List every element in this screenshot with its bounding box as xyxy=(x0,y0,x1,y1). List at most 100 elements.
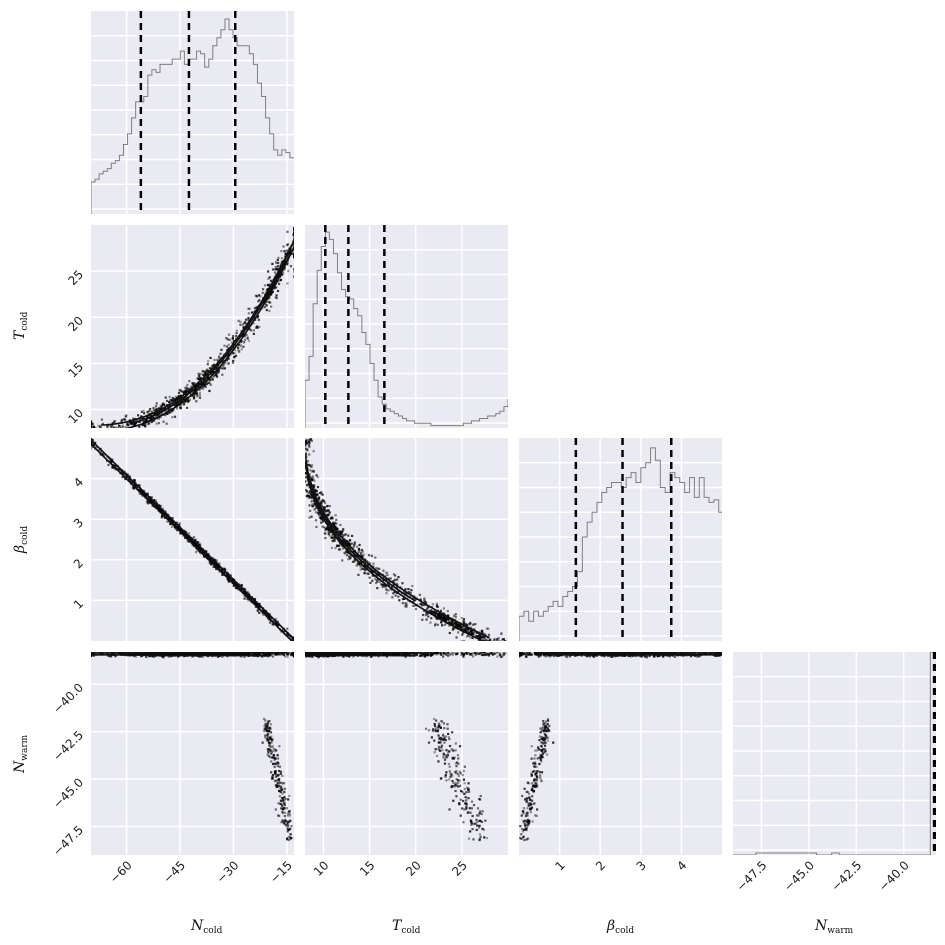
contour-line-2 xyxy=(308,481,416,602)
sample-point xyxy=(270,735,273,738)
sample-point xyxy=(90,433,92,435)
sample-point xyxy=(223,367,226,370)
sample-point xyxy=(330,546,334,550)
sample-point xyxy=(155,504,158,507)
sample-point xyxy=(90,429,92,431)
sample-point xyxy=(262,717,266,721)
sample-point xyxy=(305,450,306,453)
sample-point xyxy=(143,412,146,415)
sample-point xyxy=(442,607,446,610)
panel-background xyxy=(305,652,508,855)
sample-point xyxy=(286,826,289,830)
sample-point xyxy=(371,579,374,582)
sample-point xyxy=(319,516,322,519)
sample-point xyxy=(267,732,270,736)
sample-point xyxy=(500,632,503,635)
sample-point xyxy=(268,728,271,732)
sample-point xyxy=(361,550,364,553)
sample-point xyxy=(240,348,243,351)
sample-point xyxy=(398,599,401,602)
sample-point xyxy=(321,518,324,522)
sample-point xyxy=(197,377,201,381)
sample-point xyxy=(155,422,158,425)
sample-point xyxy=(215,563,218,566)
sample-point xyxy=(298,459,300,461)
sample-point xyxy=(265,613,268,617)
sample-point xyxy=(475,641,477,643)
sample-point xyxy=(347,555,351,558)
sample-point xyxy=(375,574,378,577)
sample-point xyxy=(205,383,209,386)
sample-point xyxy=(299,441,301,443)
sample-point xyxy=(332,534,335,537)
sample-point xyxy=(300,468,302,470)
sample-point xyxy=(278,769,281,773)
contour-line-0 xyxy=(91,439,294,640)
sample-point xyxy=(286,837,289,840)
sample-point xyxy=(246,336,249,339)
sample-point xyxy=(209,356,212,360)
sample-point xyxy=(234,343,237,347)
sample-point xyxy=(288,812,291,816)
sample-point xyxy=(128,478,131,481)
sample-point xyxy=(276,761,279,764)
sample-point xyxy=(255,326,258,329)
sample-point xyxy=(217,368,220,371)
sample-point xyxy=(420,602,423,605)
sample-point xyxy=(288,652,291,654)
sample-point xyxy=(193,542,196,545)
sample-point xyxy=(284,823,287,826)
sample-point xyxy=(121,424,124,427)
sample-point xyxy=(183,397,187,400)
histogram-N_warm xyxy=(733,652,936,855)
sample-point xyxy=(151,419,154,422)
sample-point xyxy=(109,655,112,658)
sample-point xyxy=(203,383,206,386)
sample-point xyxy=(180,400,183,403)
sample-point xyxy=(264,653,267,656)
sample-point xyxy=(253,598,257,601)
sample-point xyxy=(293,640,294,641)
sample-point xyxy=(236,585,240,588)
sample-point xyxy=(262,610,266,613)
sample-point xyxy=(242,591,245,594)
sample-point xyxy=(326,519,329,522)
sample-point xyxy=(286,820,289,823)
sample-point xyxy=(252,600,255,603)
sample-point xyxy=(113,420,116,423)
sample-point xyxy=(269,301,272,304)
sample-point xyxy=(195,551,198,554)
sample-point xyxy=(357,551,360,554)
sample-point xyxy=(301,653,303,655)
sample-point xyxy=(305,444,308,447)
sample-point xyxy=(179,389,183,392)
sample-point xyxy=(293,270,294,273)
sample-point xyxy=(266,753,269,756)
sample-point xyxy=(176,403,179,406)
sample-point xyxy=(302,472,304,474)
sample-point xyxy=(282,653,285,656)
sample-point xyxy=(114,426,117,428)
sample-point xyxy=(188,540,191,543)
sample-point xyxy=(280,804,284,807)
sample-point xyxy=(281,782,284,785)
sample-point xyxy=(298,654,300,656)
sample-point xyxy=(198,547,201,551)
sample-point xyxy=(435,611,438,614)
sample-point xyxy=(305,490,308,493)
sample-point xyxy=(134,655,137,658)
sample-point xyxy=(309,491,312,495)
sample-point xyxy=(152,416,155,420)
sample-point xyxy=(215,372,218,376)
sample-point xyxy=(174,397,177,401)
sample-point xyxy=(347,542,351,545)
sample-point xyxy=(168,411,171,414)
sample-point xyxy=(369,569,372,572)
sample-point xyxy=(293,237,294,240)
sample-point xyxy=(258,325,261,328)
sample-point xyxy=(276,289,280,293)
sample-point xyxy=(270,752,273,755)
sample-point xyxy=(91,425,93,428)
sample-point xyxy=(372,568,375,572)
sample-point xyxy=(455,636,458,639)
